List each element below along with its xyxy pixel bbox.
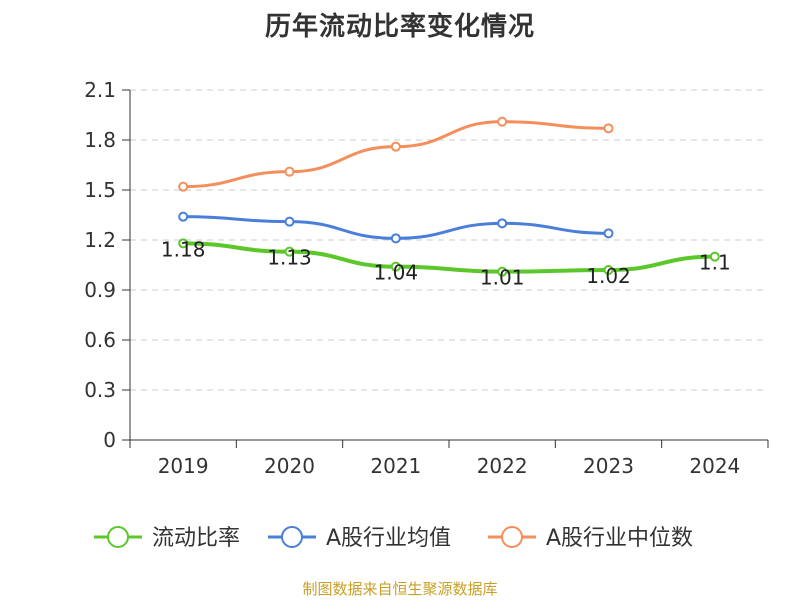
data-label: 1.18 (161, 237, 206, 261)
data-point (497, 116, 508, 127)
legend-marker (501, 526, 523, 548)
data-point (178, 211, 189, 222)
x-tick-label: 2020 (264, 454, 315, 478)
y-tick-label: 1.8 (84, 128, 116, 152)
y-tick-label: 1.2 (84, 228, 116, 252)
data-point (603, 265, 614, 275)
y-tick-label: 0.6 (84, 328, 116, 352)
data-point (178, 238, 189, 249)
data-point (497, 266, 508, 277)
series-line (183, 120, 609, 189)
data-point (284, 166, 295, 177)
series-line (183, 241, 715, 274)
data-label: 1.04 (374, 261, 419, 285)
data-point (709, 251, 720, 262)
data-point (178, 181, 189, 192)
x-tick-label: 2022 (477, 454, 528, 478)
legend-label: A股行业均值 (326, 526, 451, 551)
y-tick-label: 0.9 (84, 278, 116, 302)
data-point (284, 246, 295, 257)
legend-label: 流动比率 (152, 526, 240, 551)
data-label: 1.13 (267, 246, 312, 270)
data-point (497, 218, 508, 229)
source-note: 制图数据来自恒生聚源数据库 (302, 580, 498, 598)
data-point (603, 123, 614, 134)
x-tick-label: 2023 (583, 454, 634, 478)
x-tick-label: 2019 (158, 454, 209, 478)
data-point (390, 233, 401, 244)
x-tick-label: 2021 (370, 454, 421, 478)
data-label: 1.1 (699, 251, 731, 275)
y-tick-label: 0 (103, 428, 116, 452)
y-tick-label: 2.1 (84, 78, 116, 102)
data-point (284, 216, 295, 227)
chart-title: 历年流动比率变化情况 (264, 12, 535, 42)
data-label: 1.01 (480, 266, 525, 290)
legend-marker (281, 526, 303, 548)
y-tick-label: 0.3 (84, 378, 116, 402)
data-point (390, 261, 401, 272)
data-point (603, 228, 614, 239)
legend-label: A股行业中位数 (546, 526, 693, 551)
data-label: 1.02 (586, 264, 631, 288)
data-point (390, 141, 401, 152)
y-tick-label: 1.5 (84, 178, 116, 202)
x-tick-label: 2024 (689, 454, 740, 478)
legend-marker (107, 526, 129, 548)
